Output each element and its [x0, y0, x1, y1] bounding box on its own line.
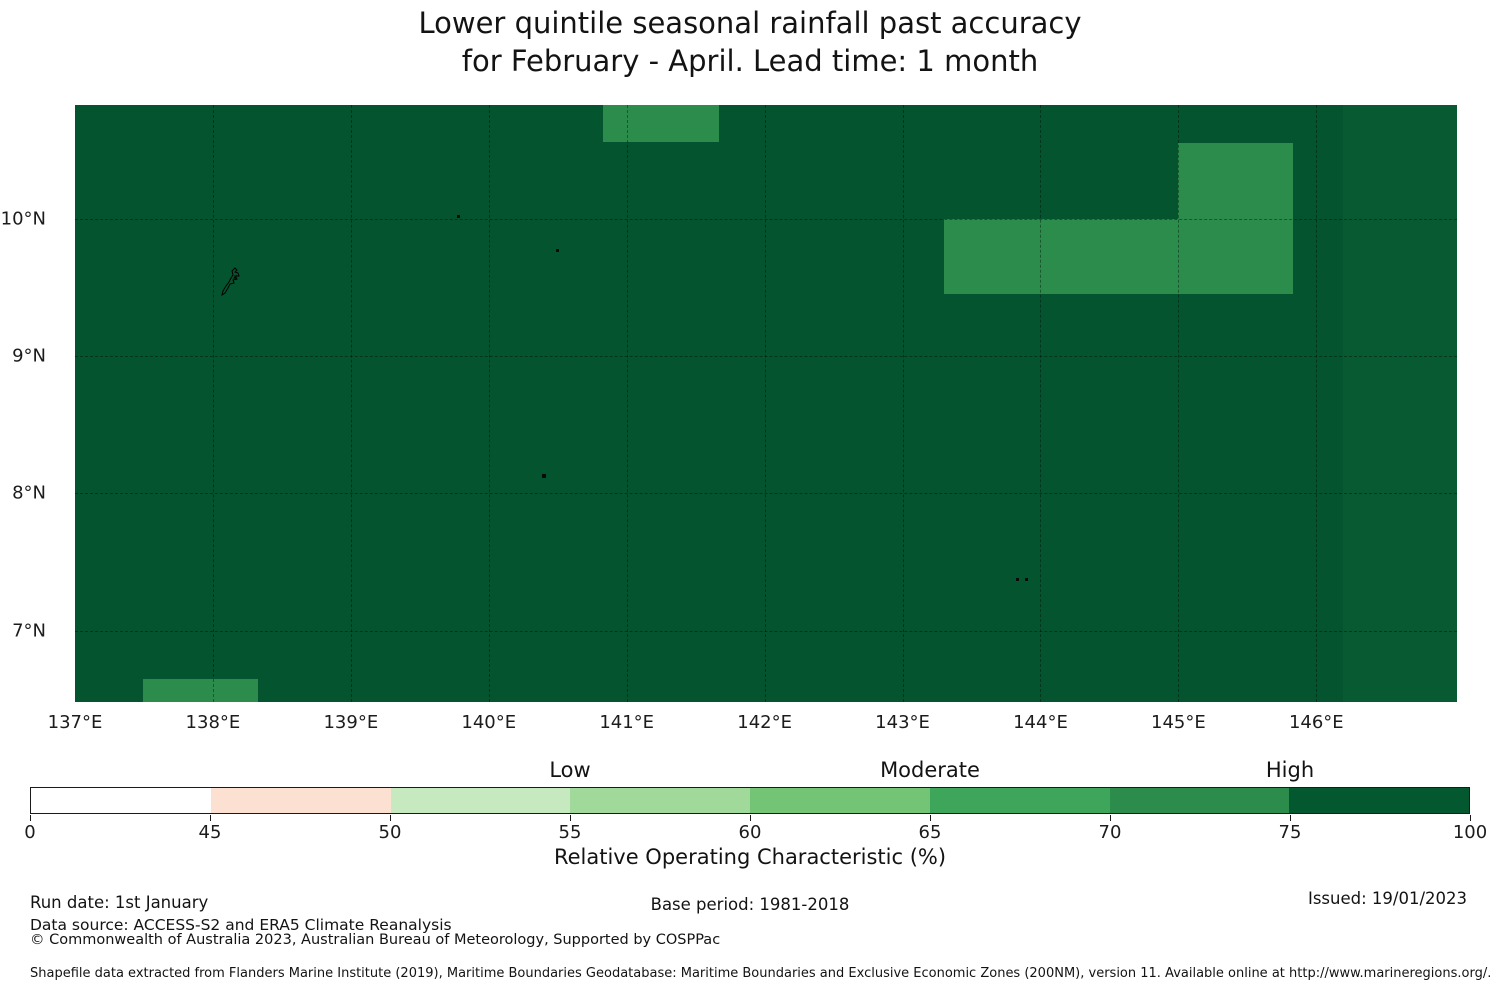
latitude-gridline: [75, 493, 1457, 495]
x-tick-label: 145°E: [1151, 712, 1206, 733]
x-tick-label: 142°E: [737, 712, 792, 733]
colorbar-segment-45-50: [210, 788, 391, 813]
colorbar-tick: [930, 815, 931, 821]
small-island-dot: [1025, 578, 1029, 582]
colorbar-tick-label: 50: [378, 822, 402, 843]
colorbar-axis-label: Relative Operating Characteristic (%): [553, 845, 947, 869]
issued-date-text: Issued: 19/01/2023: [1307, 889, 1467, 908]
map-plot: [75, 105, 1457, 702]
colorbar-segment-75-100: [1289, 788, 1469, 813]
colorbar-tick-label: 60: [738, 822, 762, 843]
colorbar-tick-label: 100: [1452, 822, 1488, 843]
y-tick-text: 7°N: [12, 620, 46, 642]
colorbar-tick-label: 45: [198, 822, 222, 843]
longitude-gridline: [350, 105, 352, 702]
colorbar-tick: [1470, 815, 1471, 821]
x-tick-label: 141°E: [599, 712, 655, 733]
colorbar-tick: [210, 815, 211, 821]
small-island-dot: [541, 473, 546, 478]
latitude-gridline: [75, 630, 1457, 632]
yap-island-outline: [221, 267, 240, 297]
colorbar-tick: [570, 815, 571, 821]
x-tick-label: 139°E: [323, 712, 379, 733]
y-tick-text: 8°N: [12, 482, 46, 504]
chart-title-line2: for February - April. Lead time: 1 month: [461, 44, 1039, 78]
longitude-gridline: [212, 105, 214, 702]
colorbar-segment-70-75: [1109, 788, 1290, 813]
small-island-dot: [456, 214, 460, 218]
run-date-text: Run date: 1st January: [30, 893, 209, 912]
colorbar-segment-65-70: [929, 788, 1110, 813]
colorbar-tick-label: 75: [1278, 822, 1302, 843]
colorbar-tick-label: 65: [918, 822, 942, 843]
shapefile-attribution-text: Shapefile data extracted from Flanders M…: [30, 966, 1492, 981]
x-tick-label: 143°E: [875, 712, 930, 733]
data-source-text: Data source: ACCESS-S2 and ERA5 Climate …: [30, 916, 452, 934]
y-tick-text: 9°N: [12, 345, 46, 367]
longitude-gridline: [626, 105, 628, 702]
x-tick-label: 138°E: [185, 712, 241, 733]
longitude-gridline: [1316, 105, 1318, 702]
accuracy-cell-70-75: [1178, 143, 1293, 219]
colorbar-category-label: High: [1265, 758, 1315, 782]
colorbar-segment-0-45: [31, 788, 211, 813]
latitude-gridline: [75, 218, 1457, 220]
longitude-gridline: [1040, 105, 1042, 702]
x-tick-label: 144°E: [1013, 712, 1068, 733]
colorbar-category-label: Moderate: [880, 758, 980, 782]
x-tick-label: 146°E: [1288, 712, 1344, 733]
longitude-gridline: [488, 105, 490, 702]
colorbar-tick-label: 70: [1098, 822, 1122, 843]
colorbar-tick-label: 55: [558, 822, 582, 843]
chart-title: Lower quintile seasonal rainfall past ac…: [0, 4, 1500, 80]
colorbar-tick: [1290, 815, 1291, 821]
accuracy-cell-70-75: [943, 218, 1293, 295]
chart-title-line1: Lower quintile seasonal rainfall past ac…: [418, 6, 1082, 40]
colorbar-segment-60-65: [750, 788, 930, 813]
colorbar-category-label: Low: [549, 758, 591, 782]
colorbar-tick: [1110, 815, 1111, 821]
small-island-dot: [556, 248, 560, 252]
base-period-text: Base period: 1981-2018: [650, 895, 850, 914]
colorbar: [30, 787, 1470, 814]
colorbar-segment-50-55: [390, 788, 571, 813]
colorbar-segment-55-60: [570, 788, 750, 813]
x-tick-label: 137°E: [47, 712, 103, 733]
colorbar-tick: [750, 815, 751, 821]
accuracy-cell-70-75: [603, 105, 720, 143]
longitude-gridline: [1178, 105, 1180, 702]
colorbar-tick: [390, 815, 391, 821]
x-tick-label: 140°E: [461, 712, 517, 733]
accuracy-cell-75-100: [1342, 105, 1457, 702]
colorbar-tick: [30, 815, 31, 821]
accuracy-cell-70-75: [142, 678, 259, 702]
small-island-dot: [1015, 578, 1019, 582]
latitude-gridline: [75, 356, 1457, 358]
colorbar-tick-label: 0: [24, 822, 36, 843]
longitude-gridline: [902, 105, 904, 702]
y-tick-text: 10°N: [0, 208, 46, 230]
copyright-text: © Commonwealth of Australia 2023, Austra…: [30, 932, 721, 948]
longitude-gridline: [764, 105, 766, 702]
